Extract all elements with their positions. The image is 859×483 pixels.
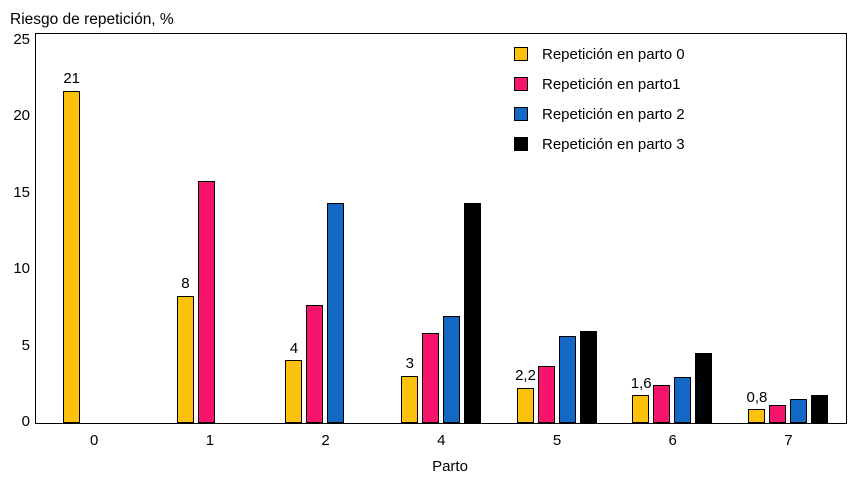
bar-7-series-0 — [748, 409, 766, 423]
y-tick-label: 20 — [13, 107, 30, 125]
bar-value-label: 21 — [63, 70, 80, 88]
x-tick-label: 1 — [205, 432, 215, 449]
bar-value-label: 1,6 — [630, 374, 652, 392]
x-tick-label: 0 — [89, 432, 99, 449]
legend-label: Repetición en parto 3 — [542, 135, 685, 153]
bar-0-series-0 — [62, 91, 80, 423]
legend-item-0: Repetición en parto 0 — [514, 39, 685, 69]
bar-value-label: 2,2 — [515, 367, 536, 385]
chart-title: Riesgo de repetición, % — [10, 11, 174, 28]
bar-5-series-0 — [516, 388, 534, 423]
bar-7-series-3 — [811, 395, 829, 423]
x-tick-label: 4 — [437, 432, 446, 449]
legend-label: Repetición en parto 0 — [542, 45, 685, 63]
bar-6-series-2 — [674, 377, 692, 423]
x-tick-label: 5 — [552, 432, 562, 449]
bar-7-series-1 — [769, 405, 787, 423]
x-tick-label: 6 — [668, 432, 677, 449]
legend-item-2: Repetición en parto 2 — [514, 99, 685, 129]
bar-4-series-2 — [443, 316, 460, 423]
legend-item-1: Repetición en parto1 — [514, 69, 685, 99]
bar-2-series-2 — [327, 203, 345, 423]
bar-1-series-1 — [197, 181, 215, 423]
bar-5-series-1 — [537, 366, 555, 423]
legend-swatch-icon — [514, 47, 528, 61]
x-axis-title: Parto — [432, 458, 468, 475]
bar-1-series-0 — [176, 296, 194, 423]
bar-4-series-3 — [464, 203, 481, 423]
bar-value-label: 3 — [405, 354, 414, 372]
bar-4-series-0 — [401, 376, 418, 423]
bar-value-label: 4 — [289, 339, 299, 357]
legend-swatch-icon — [514, 137, 528, 151]
bar-value-label: 8 — [181, 275, 190, 293]
plot-area — [35, 33, 847, 424]
bar-6-series-3 — [695, 353, 713, 423]
bar-4-series-1 — [422, 333, 439, 423]
bar-7-series-2 — [790, 399, 808, 423]
bar-5-series-3 — [579, 331, 597, 423]
legend-swatch-icon — [514, 107, 528, 121]
y-tick-label: 5 — [21, 336, 30, 354]
y-tick-label: 0 — [21, 413, 30, 431]
legend-label: Repetición en parto 2 — [542, 105, 685, 123]
legend-swatch-icon — [514, 77, 528, 91]
x-tick-label: 7 — [784, 432, 793, 449]
y-tick-label: 10 — [13, 260, 30, 278]
y-tick-label: 25 — [13, 30, 30, 48]
legend-label: Repetición en parto1 — [542, 75, 681, 93]
bar-2-series-1 — [306, 305, 324, 423]
legend-item-3: Repetición en parto 3 — [514, 129, 685, 159]
y-tick-label: 15 — [13, 183, 30, 201]
bar-value-label: 0,8 — [746, 388, 768, 406]
x-tick-label: 2 — [321, 432, 330, 449]
bar-6-series-0 — [632, 395, 650, 423]
bar-2-series-0 — [285, 360, 303, 423]
legend: Repetición en parto 0 Repetición en parto… — [514, 39, 685, 159]
bar-6-series-1 — [653, 385, 671, 423]
bar-5-series-2 — [558, 336, 576, 423]
